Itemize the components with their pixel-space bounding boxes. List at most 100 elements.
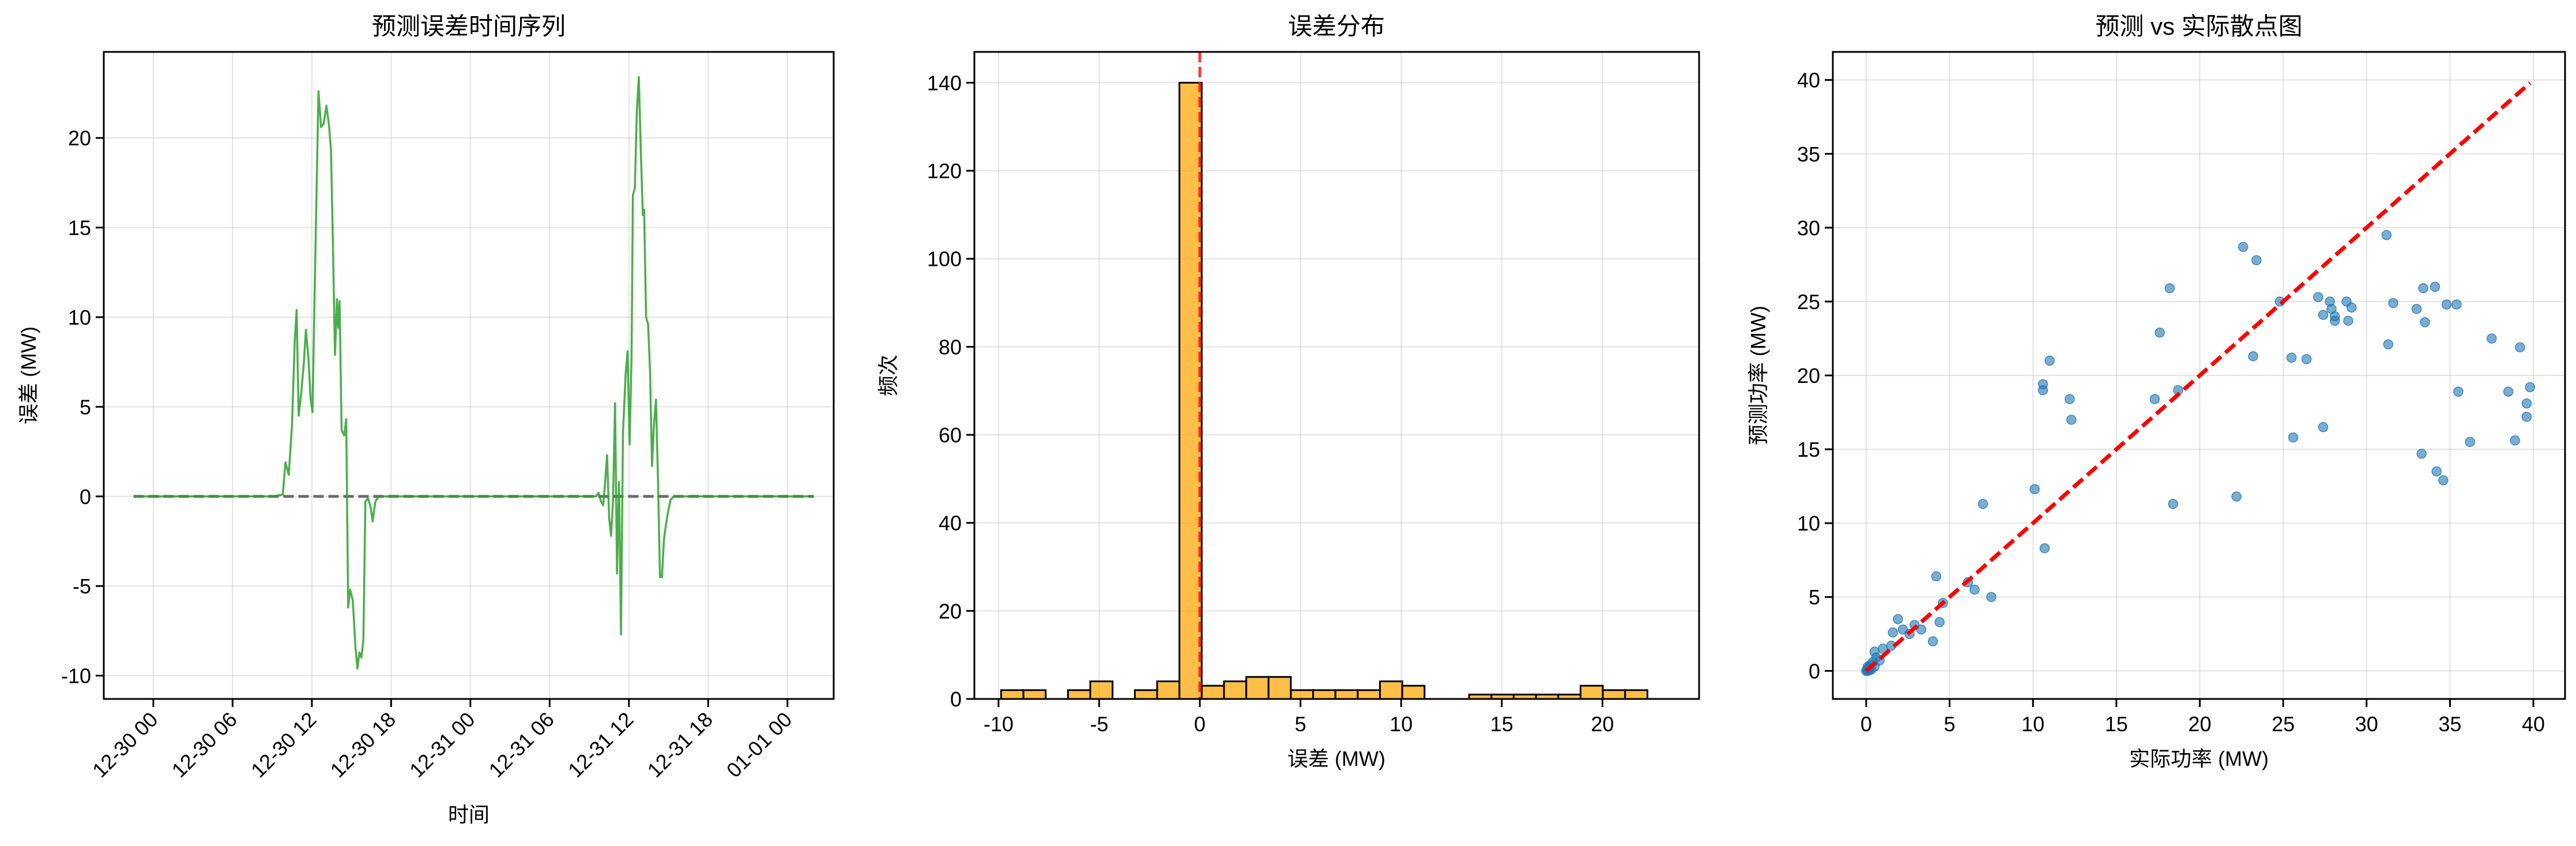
scatter-point: [2515, 342, 2525, 353]
scatter-point: [1986, 592, 1997, 602]
series-line-error: [133, 76, 814, 670]
y-tick-label: -10: [61, 664, 91, 688]
x-tick-label: 10: [2021, 712, 2044, 736]
scatter-point: [2238, 242, 2249, 252]
scatter-point: [2330, 315, 2340, 326]
y-tick-label: 100: [927, 247, 962, 271]
x-tick-label: 0: [1861, 712, 1872, 736]
y-axis-label-3: 预测功率 (MW): [1746, 306, 1770, 445]
histogram-bar: [1401, 685, 1426, 700]
scatter-point: [2486, 333, 2497, 344]
x-tick-label: 10: [1389, 712, 1413, 736]
x-tick-label: 5: [1944, 712, 1955, 736]
axes-frame-1: [103, 51, 835, 700]
scatter-point: [1934, 617, 1945, 627]
scatter-point: [2038, 385, 2048, 396]
y-tick-label: 15: [68, 216, 91, 240]
scatter-point: [2288, 432, 2299, 443]
histogram-bar: [1267, 676, 1292, 700]
histogram-bar: [1245, 676, 1270, 700]
scatter-point: [2044, 355, 2055, 366]
scatter-point: [1931, 571, 1942, 582]
histogram-bar: [1624, 689, 1648, 700]
y-tick-label: 40: [1797, 69, 1820, 92]
y-tick-label: 10: [1797, 512, 1820, 535]
y-tick-label: 30: [1797, 216, 1820, 240]
histogram-bar: [1200, 685, 1225, 700]
scatter-point: [2438, 475, 2449, 486]
x-tick-label: 5: [1295, 712, 1306, 736]
scatter-point: [2168, 499, 2178, 509]
scatter-point: [2418, 283, 2428, 294]
y-ticks-1: -10 -5 0 5 10 15 20: [61, 126, 104, 688]
y-tick-label: 15: [1797, 438, 1820, 461]
scatter-point: [2039, 543, 2050, 554]
scatter-point: [2465, 437, 2475, 448]
scatter-point: [2383, 339, 2394, 349]
scatter-point: [2066, 415, 2077, 425]
scatter-point: [2420, 317, 2430, 328]
y-tick-label: 20: [939, 599, 962, 623]
x-tick-label: -10: [984, 712, 1014, 736]
panel-error-histogram: -10 -5 0 5 10 15 20 0 20 40 60 80 100 120 140 误差分布 误差…: [876, 13, 1700, 770]
y-tick-label: -5: [73, 574, 91, 598]
y-ticks-2: 0 20 40 60 80 100 120 140: [927, 71, 974, 711]
scatter-point: [2388, 298, 2398, 309]
histogram-bar: [1178, 81, 1203, 700]
histogram-bar: [1312, 689, 1336, 700]
scatter-point: [2318, 310, 2329, 320]
x-tick-label: 25: [2272, 712, 2295, 736]
chart-title-2: 误差分布: [1288, 13, 1385, 40]
histogram-bar: [1223, 680, 1248, 700]
scatter-point: [2525, 382, 2535, 393]
scatter-point: [2155, 327, 2165, 338]
x-tick-label: 20: [2188, 712, 2211, 736]
x-tick-label: 20: [1591, 712, 1614, 736]
x-tick-label: -5: [1090, 712, 1108, 736]
y-ticks-3: 0 5 10 15 20 25 30 35 40: [1797, 69, 1833, 683]
scatter-point: [2231, 491, 2242, 502]
scatter-point: [2065, 394, 2075, 404]
histogram-bar: [1602, 689, 1626, 700]
scatter-point: [2346, 302, 2357, 313]
y-tick-label: 40: [939, 512, 962, 535]
scatter-point: [2286, 352, 2297, 363]
scatter-point: [2164, 283, 2175, 294]
y-tick-label: 20: [68, 126, 91, 150]
scatter-point: [1916, 624, 1927, 635]
x-tick-label: 35: [2438, 712, 2461, 736]
scatter-point: [2318, 422, 2329, 433]
scatter-point: [2441, 299, 2452, 310]
histogram-bar: [1357, 689, 1381, 700]
scatter-point: [1978, 499, 1989, 509]
y-tick-label: 5: [80, 395, 91, 419]
histogram-bar: [1133, 689, 1158, 700]
histogram-bar: [1290, 689, 1315, 700]
histogram-bar: [1379, 680, 1403, 700]
scatter-point: [2503, 386, 2514, 397]
chart-title-1: 预测误差时间序列: [372, 13, 566, 40]
x-tick-label: 40: [2522, 712, 2545, 736]
histogram-bar: [1000, 689, 1025, 700]
scatter-point: [1893, 614, 1903, 625]
scatter-point: [1869, 646, 1880, 657]
grid-1: [104, 52, 834, 699]
scatter-point: [1888, 627, 1898, 638]
y-tick-label: 140: [927, 71, 962, 95]
scatter-point: [2343, 315, 2353, 326]
scatter-point: [2431, 466, 2442, 477]
y-tick-label: 0: [80, 485, 91, 509]
x-axis-label-1: 时间: [448, 803, 489, 826]
scatter-point: [2510, 435, 2520, 446]
x-axis-label-2: 误差 (MW): [1287, 747, 1385, 770]
chart-title-3: 预测 vs 实际散点图: [2095, 13, 2302, 40]
y-tick-label: 10: [68, 306, 91, 329]
scatter-point: [2521, 411, 2532, 422]
histogram-bar: [1089, 680, 1114, 700]
x-axis-label-3: 实际功率 (MW): [2129, 747, 2269, 770]
scatter-point: [2416, 449, 2427, 459]
identity-reference-line: [1865, 81, 2532, 672]
scatter-point: [2521, 398, 2532, 409]
y-tick-label: 5: [1809, 585, 1820, 609]
